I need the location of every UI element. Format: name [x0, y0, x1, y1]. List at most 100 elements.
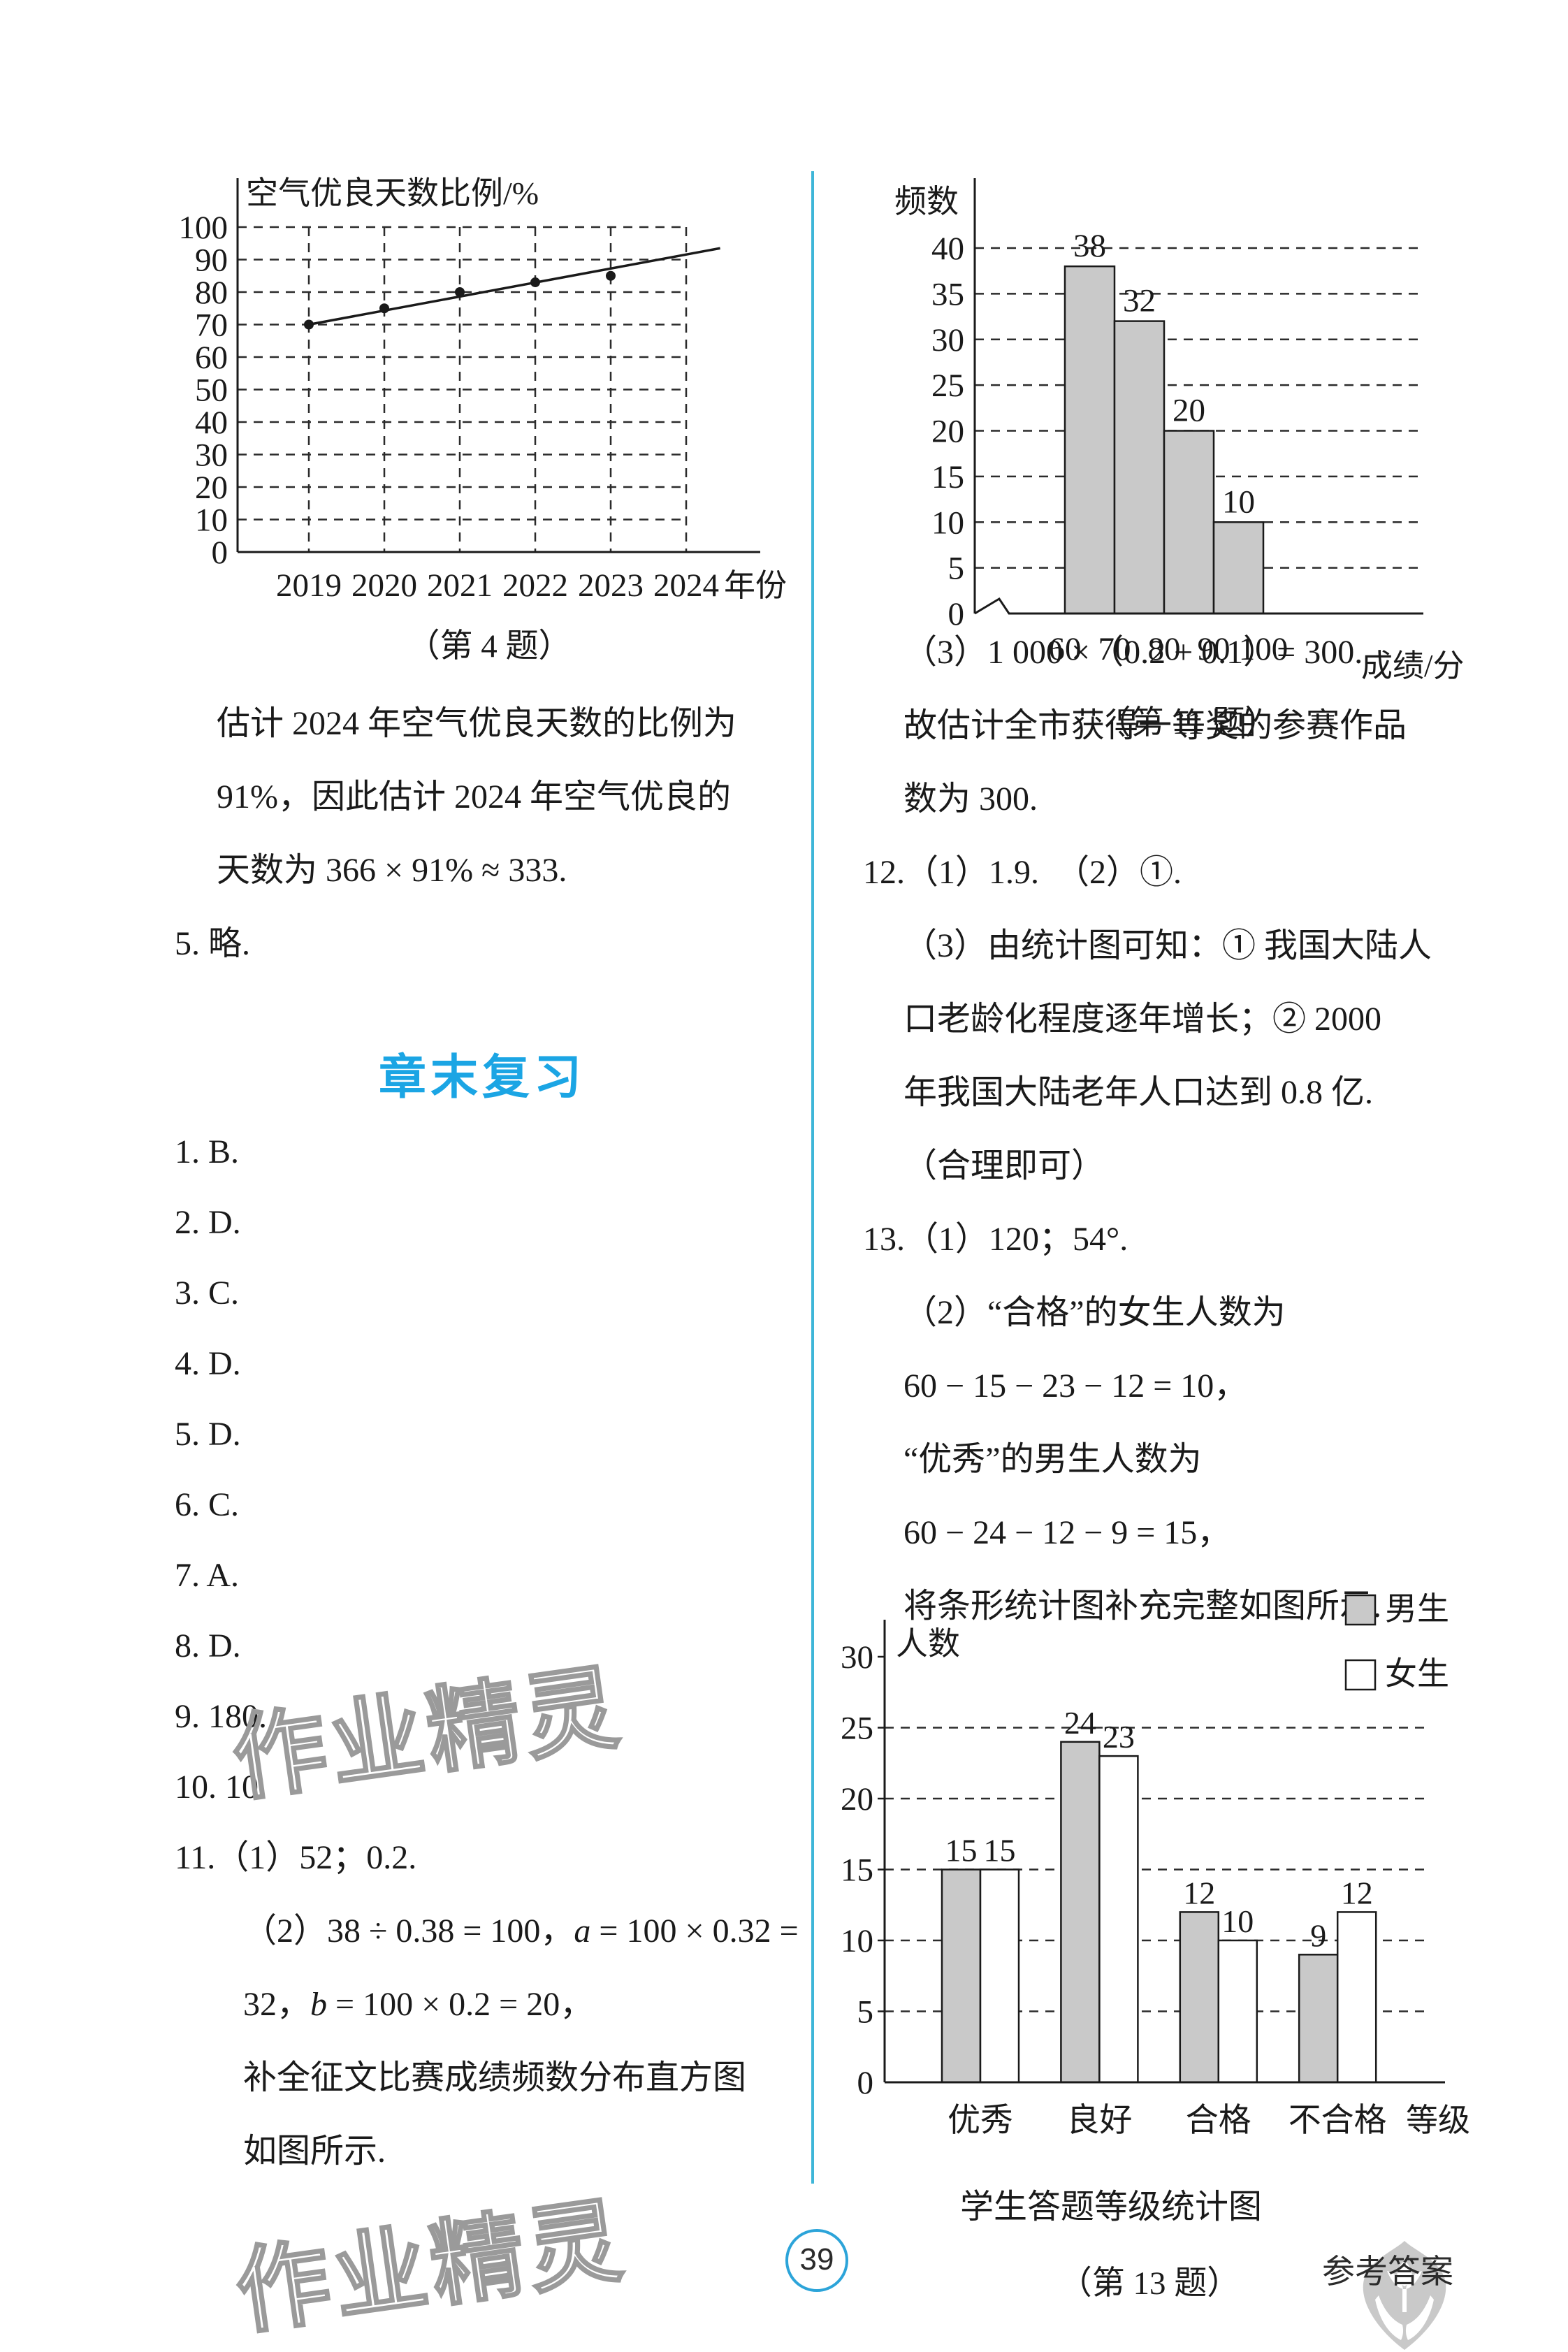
tick-label: 0 [948, 596, 965, 632]
tick-label: 60 [195, 340, 228, 376]
tick-label: 80 [1148, 631, 1181, 667]
legend-swatch-男生 [1344, 1594, 1377, 1626]
tick-label: 15 [931, 459, 964, 495]
histogram-bar [1212, 521, 1265, 615]
brand-logo [1363, 2241, 1446, 2350]
y-axis-label: 人数 [896, 1626, 960, 1662]
tick-label: 25 [931, 368, 964, 404]
tick-label: 10 [841, 1923, 873, 1959]
answer-line: 2. D. [175, 1204, 241, 1241]
watermark: 作业精灵 [229, 2187, 633, 2346]
watermark: 作业精灵 [226, 1654, 630, 1813]
answer-item-11-2-cont: 32，b = 100 × 0.2 = 20， [243, 1984, 593, 2025]
tick-label: 0 [857, 2065, 874, 2101]
bar-value-label: 12 [1341, 1875, 1373, 1910]
tick-label: 70 [1098, 631, 1131, 667]
math-text: = 100 × 0.32 = [590, 1912, 799, 1950]
grouped-bar-男生 [1060, 1741, 1101, 2084]
chart4-caption: （第 4 题） [407, 628, 572, 665]
x-axis-label: 年份 [724, 568, 787, 603]
tick-label: 70 [195, 307, 228, 344]
answer-line: 3. C. [175, 1275, 240, 1312]
tick-label: 5 [857, 1994, 874, 2031]
math-line: 60 − 24 − 12 − 9 = 15， [903, 1514, 1231, 1551]
answer-item-13-2: （2）“合格”的女生人数为 [903, 1294, 1286, 1331]
tick-label: 10 [931, 504, 964, 541]
legend-label: 女生 [1385, 1656, 1449, 1692]
chart13-title: 学生答题等级统计图 [959, 2188, 1262, 2226]
tick-label: 2023 [578, 567, 644, 604]
footer-label: 参考答案 [1322, 2253, 1453, 2290]
tick-label: 30 [931, 322, 964, 358]
answer-item-11-text: 补全征文比赛成绩频数分布直方图 [243, 2059, 747, 2096]
bar-value-label: 32 [1123, 283, 1156, 319]
answer-item-11-3: （3）1 000 ×（0.2 + 0.1）= 300. [903, 634, 1363, 671]
math-text: 32， [243, 1986, 311, 2023]
grouped-bar-女生 [1098, 1755, 1139, 2084]
category-label: 不合格 [1288, 2103, 1387, 2139]
data-point [530, 277, 540, 288]
tick-label: 80 [195, 275, 228, 311]
bar-value-label: 12 [1183, 1875, 1215, 1910]
answer4-paragraph-line: 估计 2024 年空气优良天数的比例为 [217, 705, 737, 742]
answer-item-11-text: 如图所示. [243, 2133, 386, 2170]
grouped-bar-男生 [941, 1868, 982, 2084]
answer-item-5: 5. 略. [175, 925, 251, 962]
tick-label: 100 [179, 210, 228, 246]
answer-text-line: 将条形统计图补充完整如图所示. [903, 1588, 1382, 1625]
tick-label: 90 [1198, 631, 1231, 667]
math-line: 60 − 15 − 23 − 12 = 10， [903, 1367, 1248, 1404]
tick-label: 30 [195, 437, 228, 474]
histogram-bar [1113, 320, 1166, 615]
tick-label: 100 [1239, 631, 1288, 667]
data-point [304, 319, 314, 330]
answer-item-12: 12.（1）1.9. （2）①. [863, 854, 1182, 891]
bar-value-label: 9 [1310, 1917, 1326, 1953]
data-point [455, 287, 465, 297]
bar-value-label: 24 [1064, 1705, 1096, 1741]
tick-label: 5 [948, 551, 965, 587]
tick-label: 15 [841, 1852, 873, 1889]
chart13-caption: （第 13 题） [1059, 2265, 1240, 2302]
answer-line: 4. D. [175, 1345, 241, 1382]
answer-item-13: 13.（1）120；54°. [863, 1221, 1128, 1258]
answer-item-11-1: 11.（1）52；0.2. [175, 1839, 417, 1876]
data-point [379, 303, 389, 314]
answer-text-line: 数为 300. [903, 781, 1038, 818]
bar-value-label: 38 [1073, 228, 1106, 264]
tick-label: 10 [195, 502, 228, 539]
bar-value-label: 10 [1221, 1903, 1254, 1939]
tick-label: 20 [195, 470, 228, 506]
bar-value-label: 15 [984, 1833, 1016, 1868]
math-text: （2）38 ÷ 0.38 = 100， [243, 1912, 574, 1950]
x-axis-label: 等级 [1406, 2103, 1470, 2138]
tick-label: 20 [931, 414, 964, 450]
answer-line: 7. A. [175, 1557, 240, 1594]
tick-label: 2019 [276, 567, 342, 604]
legend-swatch-女生 [1344, 1659, 1377, 1691]
tick-label: 90 [195, 242, 228, 279]
answer-line: 5. D. [175, 1416, 241, 1453]
tick-label: 2021 [427, 567, 493, 604]
answer-line: 8. D. [175, 1627, 241, 1664]
category-label: 良好 [1066, 2103, 1132, 2139]
histogram-bar [1163, 430, 1215, 615]
variable-b: b [310, 1986, 328, 2023]
tick-label: 60 [1049, 631, 1082, 667]
bar-value-label: 20 [1173, 393, 1205, 429]
answer-text-line: 口老龄化程度逐年增长；② 2000 [903, 1001, 1382, 1038]
tick-label: 50 [195, 372, 228, 409]
tick-label: 2022 [502, 567, 568, 604]
answer-text-line: “优秀”的男生人数为 [903, 1441, 1202, 1478]
category-label: 合格 [1186, 2103, 1251, 2139]
grouped-bar-男生 [1179, 1911, 1220, 2084]
trend-line [308, 247, 720, 326]
tick-label: 2020 [351, 567, 417, 604]
variable-a: a [574, 1912, 591, 1950]
grouped-bar-女生 [979, 1868, 1020, 2084]
answer-line: 10. 10. [175, 1769, 267, 1806]
grouped-bar-女生 [1336, 1911, 1377, 2084]
